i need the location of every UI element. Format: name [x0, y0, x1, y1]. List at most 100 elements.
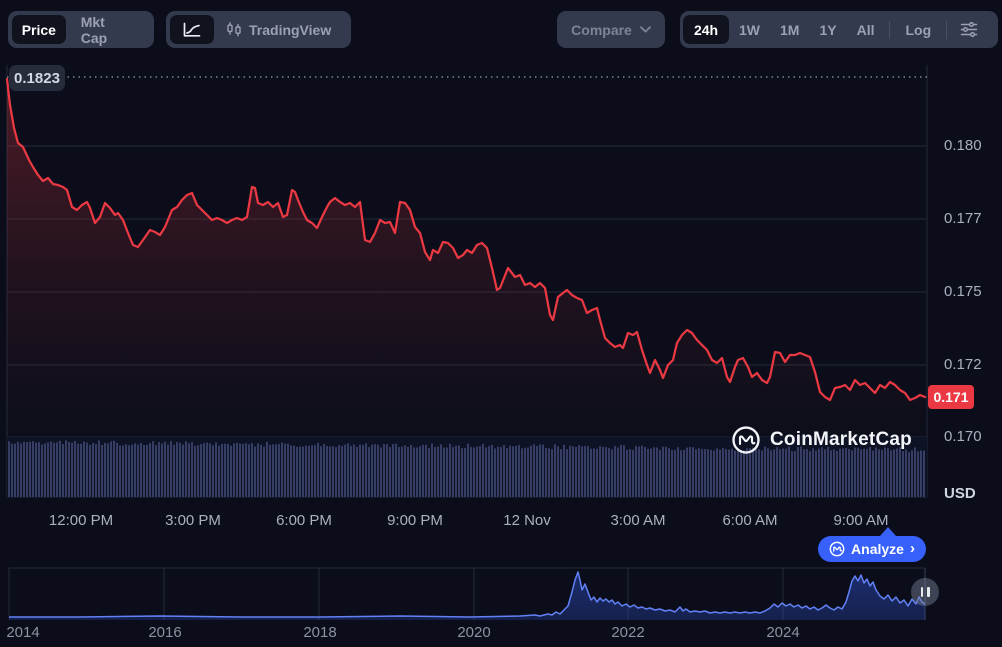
- volume-bar: [251, 443, 253, 497]
- volume-bar: [395, 443, 397, 497]
- volume-bar: [86, 442, 88, 497]
- volume-bar: [794, 451, 796, 497]
- volume-bar: [782, 448, 784, 497]
- volume-bar: [509, 445, 511, 497]
- volume-bar: [119, 445, 121, 497]
- range-24h[interactable]: 24h: [683, 15, 729, 44]
- volume-bar: [881, 449, 883, 497]
- volume-bar: [122, 445, 124, 497]
- volume-bar: [506, 447, 508, 497]
- volume-bar: [146, 444, 148, 497]
- chevron-right-icon: ›: [909, 540, 915, 557]
- volume-bar: [314, 445, 316, 497]
- volume-bar: [845, 448, 847, 497]
- volume-bar: [737, 448, 739, 497]
- volume-bar: [350, 445, 352, 497]
- range-1M[interactable]: 1M: [780, 21, 800, 38]
- volume-bar: [728, 449, 730, 497]
- compare-dropdown[interactable]: Compare: [557, 11, 665, 48]
- volume-bar: [200, 444, 202, 497]
- volume-bar: [452, 447, 454, 497]
- range-1Y[interactable]: 1Y: [819, 21, 837, 38]
- volume-bar: [257, 443, 259, 497]
- analyze-label: Analyze: [851, 541, 904, 557]
- volume-bar: [80, 443, 82, 497]
- volume-bar: [725, 449, 727, 497]
- volume-bar: [407, 446, 409, 497]
- volume-bar: [773, 449, 775, 497]
- volume-bar: [572, 446, 574, 497]
- analyze-button[interactable]: Analyze ›: [818, 536, 926, 562]
- log-scale-toggle[interactable]: Log: [905, 21, 932, 38]
- volume-bar: [647, 448, 649, 497]
- volume-bar: [50, 441, 52, 497]
- volume-bar: [818, 448, 820, 497]
- volume-bar: [602, 446, 604, 497]
- volume-bar: [752, 447, 754, 497]
- volume-bar: [608, 447, 610, 497]
- price-tab-label: Price: [21, 21, 56, 38]
- volume-bar: [722, 447, 724, 497]
- volume-bar: [233, 443, 235, 497]
- candlestick-icon: [227, 22, 241, 37]
- volume-bar: [635, 445, 637, 497]
- price-line[interactable]: [5, 77, 927, 402]
- high-price-pill: 0.1823: [9, 65, 65, 91]
- chart-settings-button[interactable]: [960, 22, 978, 37]
- volume-bar: [656, 447, 658, 497]
- range-1W[interactable]: 1W: [739, 21, 760, 38]
- volume-bar: [410, 444, 412, 497]
- tradingview-tab[interactable]: TradingView: [249, 21, 332, 38]
- volume-bar: [68, 441, 70, 497]
- volume-bar: [494, 448, 496, 497]
- volume-bar: [383, 444, 385, 497]
- volume-bar: [611, 449, 613, 497]
- volume-bar: [530, 445, 532, 497]
- volume-bar: [872, 450, 874, 497]
- volume-bar: [215, 442, 217, 497]
- volume-bar: [323, 443, 325, 497]
- volume-bar: [35, 442, 37, 497]
- volume-bar: [272, 444, 274, 497]
- mini-chart-handle[interactable]: [911, 578, 939, 606]
- price-tab[interactable]: Price: [12, 15, 66, 44]
- volume-bar: [293, 445, 295, 497]
- line-chart-style-button[interactable]: [170, 15, 214, 44]
- volume-bar: [533, 444, 535, 497]
- volume-bar: [908, 452, 910, 497]
- volume-bar: [437, 446, 439, 497]
- volume-bar: [473, 447, 475, 497]
- volume-bar: [758, 449, 760, 497]
- volume-bar: [296, 446, 298, 497]
- volume-bar: [386, 444, 388, 497]
- volume-bar: [638, 446, 640, 497]
- volume-bar: [695, 449, 697, 497]
- volume-bar: [584, 445, 586, 497]
- volume-bar: [893, 449, 895, 497]
- volume-bar: [599, 445, 601, 497]
- volume-bar: [431, 443, 433, 497]
- mktcap-tab[interactable]: Mkt Cap: [80, 13, 108, 46]
- currency-unit-label: USD: [944, 485, 976, 502]
- mini-line[interactable]: [9, 571, 926, 618]
- volume-bar: [569, 445, 571, 497]
- volume-bar: [674, 449, 676, 497]
- toolbar-divider: [889, 20, 891, 39]
- volume-bar: [62, 444, 64, 497]
- volume-bar: [917, 451, 919, 497]
- volume-bar: [902, 451, 904, 497]
- volume-bar: [116, 442, 118, 497]
- volume-bar: [560, 449, 562, 497]
- volume-bar: [821, 447, 823, 497]
- volume-bar: [365, 443, 367, 497]
- cmc-logo-icon: [829, 541, 845, 557]
- range-All[interactable]: All: [856, 21, 875, 38]
- volume-bar: [803, 449, 805, 497]
- volume-bar: [98, 440, 100, 497]
- volume-bar: [839, 448, 841, 497]
- volume-bar: [161, 443, 163, 497]
- volume-bar: [767, 448, 769, 497]
- volume-bar: [260, 444, 262, 497]
- volume-bar: [248, 444, 250, 497]
